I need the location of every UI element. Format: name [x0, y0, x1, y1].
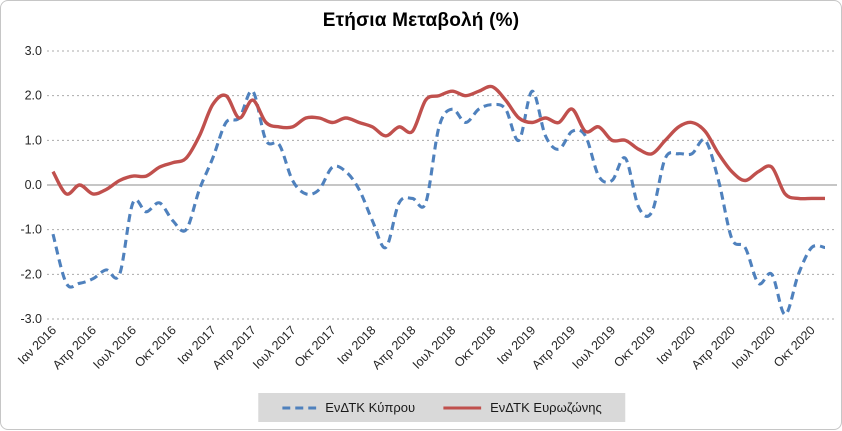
legend: ΕνΔΤΚ Κύπρου ΕνΔΤΚ Ευρωζώνης [258, 393, 626, 422]
x-tick-label: Οκτ 2018 [452, 323, 499, 370]
eurozone-solid-line-sample [443, 406, 482, 409]
x-tick-label: Απρ 2019 [529, 323, 578, 372]
x-tick-label: Οκτ 2017 [292, 323, 339, 370]
x-tick-label: Απρ 2017 [210, 323, 259, 372]
x-tick-label: Οκτ 2020 [771, 323, 818, 370]
y-tick-label: -2.0 [20, 267, 42, 281]
legend-label-eurozone: ΕνΔΤΚ Ευρωζώνης [490, 400, 602, 415]
chart-title: Ετήσια Μεταβολή (%) [322, 10, 520, 31]
x-tick-label: Ιουλ 2017 [250, 323, 299, 372]
y-tick-label: 2.0 [25, 89, 42, 103]
y-tick-label: 3.0 [25, 44, 42, 58]
x-tick-label: Απρ 2016 [50, 323, 99, 372]
x-tick-label: Ιουλ 2020 [729, 323, 778, 372]
x-tick-label: Ιουλ 2019 [570, 323, 619, 372]
series-line-cyprus [51, 89, 826, 317]
x-tick-label: Ιουλ 2016 [90, 323, 139, 372]
legend-item-cyprus: ΕνΔΤΚ Κύπρου [282, 400, 415, 415]
x-tick-label: Οκτ 2016 [132, 323, 179, 370]
series-line-eurozone [51, 84, 825, 201]
y-tick-label: -1.0 [20, 223, 42, 237]
x-tick-label: Ιουλ 2018 [410, 323, 459, 372]
legend-label-cyprus: ΕνΔΤΚ Κύπρου [325, 400, 416, 415]
y-tick-label: -3.0 [20, 312, 42, 326]
x-tick-label: Οκτ 2019 [611, 323, 658, 370]
y-tick-label: 0.0 [25, 178, 42, 192]
legend-item-eurozone: ΕνΔΤΚ Ευρωζώνης [443, 400, 602, 415]
x-tick-label: Απρ 2018 [369, 323, 418, 372]
cyprus-dashed-line-sample [282, 406, 317, 409]
x-tick-label: Απρ 2020 [689, 323, 738, 372]
y-tick-label: 1.0 [25, 133, 42, 147]
